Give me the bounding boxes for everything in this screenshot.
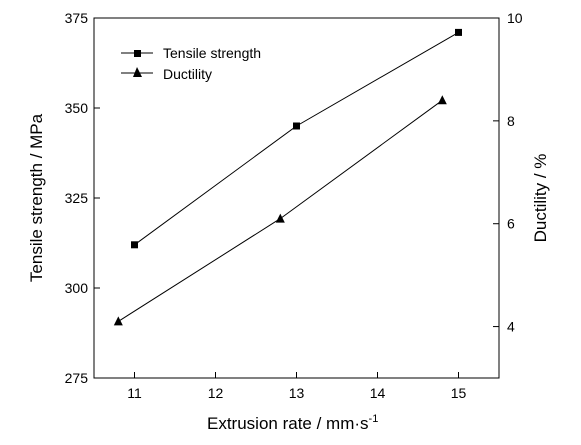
legend-label-ductility: Ductility — [163, 66, 212, 82]
right-axis-tick-label: 8 — [507, 113, 515, 129]
legend: Tensile strength Ductility — [121, 45, 261, 82]
left-axis-tick-label: 300 — [65, 280, 89, 296]
series-line-tensile-strength — [134, 31, 459, 246]
right-axis-ticks: 4 6 8 10 — [493, 10, 523, 335]
right-axis-tick-label: 6 — [507, 216, 515, 232]
right-axis-tick-label: 4 — [507, 319, 515, 335]
right-axis-title: Ductility / % — [531, 154, 550, 243]
plot-frame — [93, 17, 500, 379]
legend-marker-ductility — [133, 67, 142, 77]
left-axis-tick-label: 350 — [65, 100, 89, 116]
data-point-tensile-strength — [455, 28, 462, 36]
left-axis-title: Tensile strength / MPa — [27, 113, 46, 282]
legend-marker-tensile-strength — [134, 50, 141, 57]
x-axis-tick-label: 11 — [127, 385, 142, 401]
data-point-ductility — [437, 95, 447, 105]
left-axis-tick-label: 275 — [65, 370, 89, 386]
legend-label-tensile-strength: Tensile strength — [163, 45, 261, 61]
left-axis-ticks: 275 300 325 350 375 — [65, 10, 100, 386]
series-line-ductility — [118, 99, 443, 322]
x-axis-ticks: 11 12 13 14 15 — [127, 372, 466, 401]
x-axis-tick-label: 13 — [289, 385, 305, 401]
right-axis-tick-label: 10 — [507, 10, 523, 26]
data-point-ductility — [113, 316, 123, 326]
x-axis-tick-label: 12 — [208, 385, 224, 401]
data-point-ductility — [275, 213, 285, 223]
left-axis-tick-label: 325 — [65, 190, 89, 206]
data-point-tensile-strength — [131, 241, 138, 249]
x-axis-tick-label: 14 — [370, 385, 386, 401]
x-axis-title: Extrusion rate / mm·s-1 — [207, 413, 378, 433]
series-layer — [113, 28, 462, 326]
x-axis-tick-label: 15 — [451, 385, 467, 401]
left-axis-tick-label: 375 — [65, 10, 89, 26]
x-axis-title-superscript: -1 — [369, 413, 379, 425]
data-point-tensile-strength — [293, 122, 300, 130]
